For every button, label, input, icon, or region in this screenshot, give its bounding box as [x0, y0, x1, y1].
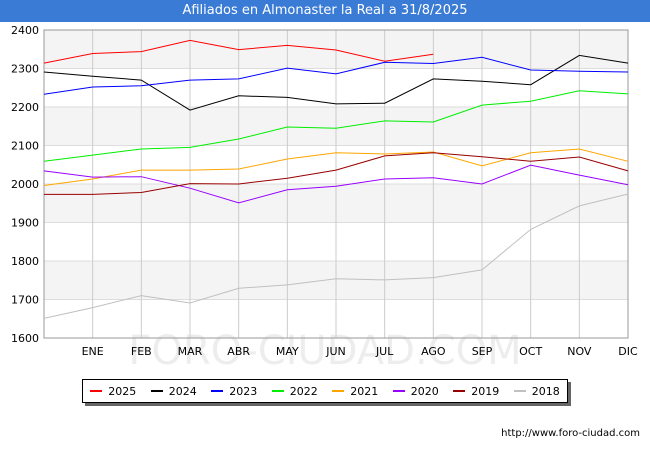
legend-label: 2018	[531, 384, 560, 398]
y-tick-label: 2000	[11, 178, 39, 191]
legend-item-2019: 2019	[453, 385, 499, 398]
watermark-text: FORO-CIUDAD.COM	[128, 328, 521, 374]
series-line-2021	[43, 148, 629, 186]
series-line-2022	[43, 90, 629, 162]
y-tick-label: 1600	[11, 332, 39, 345]
legend-swatch	[453, 390, 466, 392]
legend-label: 2022	[289, 384, 318, 398]
chart-title: Afiliados en Almonaster la Real a 31/8/2…	[0, 0, 650, 22]
legend-label: 2021	[350, 384, 379, 398]
y-tick-label: 1700	[11, 294, 39, 307]
y-tick-label: 2400	[11, 24, 39, 37]
x-tick-label: JUL	[375, 345, 394, 358]
legend-item-2021: 2021	[332, 385, 378, 398]
x-tick-label: JUN	[325, 345, 346, 358]
legend-item-2025: 2025	[90, 385, 136, 398]
legend-label: 2019	[471, 384, 500, 398]
x-tick-label: OCT	[519, 345, 542, 358]
series-line-2019	[44, 152, 629, 195]
series-line-2018	[43, 193, 629, 319]
y-tick-label: 1900	[11, 217, 39, 230]
source-url: http://www.foro-ciudad.com	[501, 428, 640, 439]
legend-item-2022: 2022	[271, 384, 318, 398]
legend-swatch	[211, 390, 224, 392]
series-line-2024	[43, 54, 629, 111]
legend-swatch	[332, 390, 345, 392]
axes	[43, 29, 629, 339]
y-tick-label: 2200	[11, 101, 39, 114]
tick-labels: 1600 1700 1800 1900 2000 2100 2200 2300 2400 ENE F…	[11, 24, 638, 358]
legend-label: 2020	[410, 384, 439, 398]
legend-item-2023: 2023	[211, 385, 257, 398]
x-tick-label: ENE	[82, 345, 104, 358]
x-tick-label: NOV	[567, 345, 592, 358]
series-lines	[43, 39, 629, 319]
x-tick-label: MAY	[276, 345, 299, 358]
legend-label: 2025	[108, 384, 137, 398]
x-tick-label: MAR	[178, 345, 203, 358]
legend-item-2020: 2020	[392, 384, 439, 398]
plot-frame	[43, 29, 629, 339]
legend-label: 2024	[168, 384, 197, 398]
legend-label: 2023	[229, 384, 258, 398]
x-tick-label: AGO	[421, 345, 446, 358]
legend-swatch	[271, 390, 284, 392]
legend-swatch	[90, 390, 103, 392]
y-tick-label: 2100	[11, 140, 39, 153]
y-tick-label: 1800	[11, 255, 39, 268]
series-line-2023	[43, 56, 629, 95]
legend-swatch	[150, 390, 163, 392]
legend: 2025 2024 2023 2022 2021 2020 2019 2018	[82, 379, 568, 403]
y-tick-label: 2300	[11, 63, 39, 76]
x-tick-label: SEP	[472, 345, 493, 358]
legend-swatch	[513, 390, 526, 392]
x-tick-label: ABR	[227, 345, 250, 358]
legend-item-2018: 2018	[513, 384, 560, 398]
x-tick-label: FEB	[131, 345, 152, 358]
series-line-2020	[43, 164, 629, 204]
legend-swatch	[392, 390, 405, 392]
series-line-2025	[43, 39, 434, 64]
x-tick-label: DIC	[618, 345, 638, 358]
legend-item-2024: 2024	[150, 384, 197, 398]
